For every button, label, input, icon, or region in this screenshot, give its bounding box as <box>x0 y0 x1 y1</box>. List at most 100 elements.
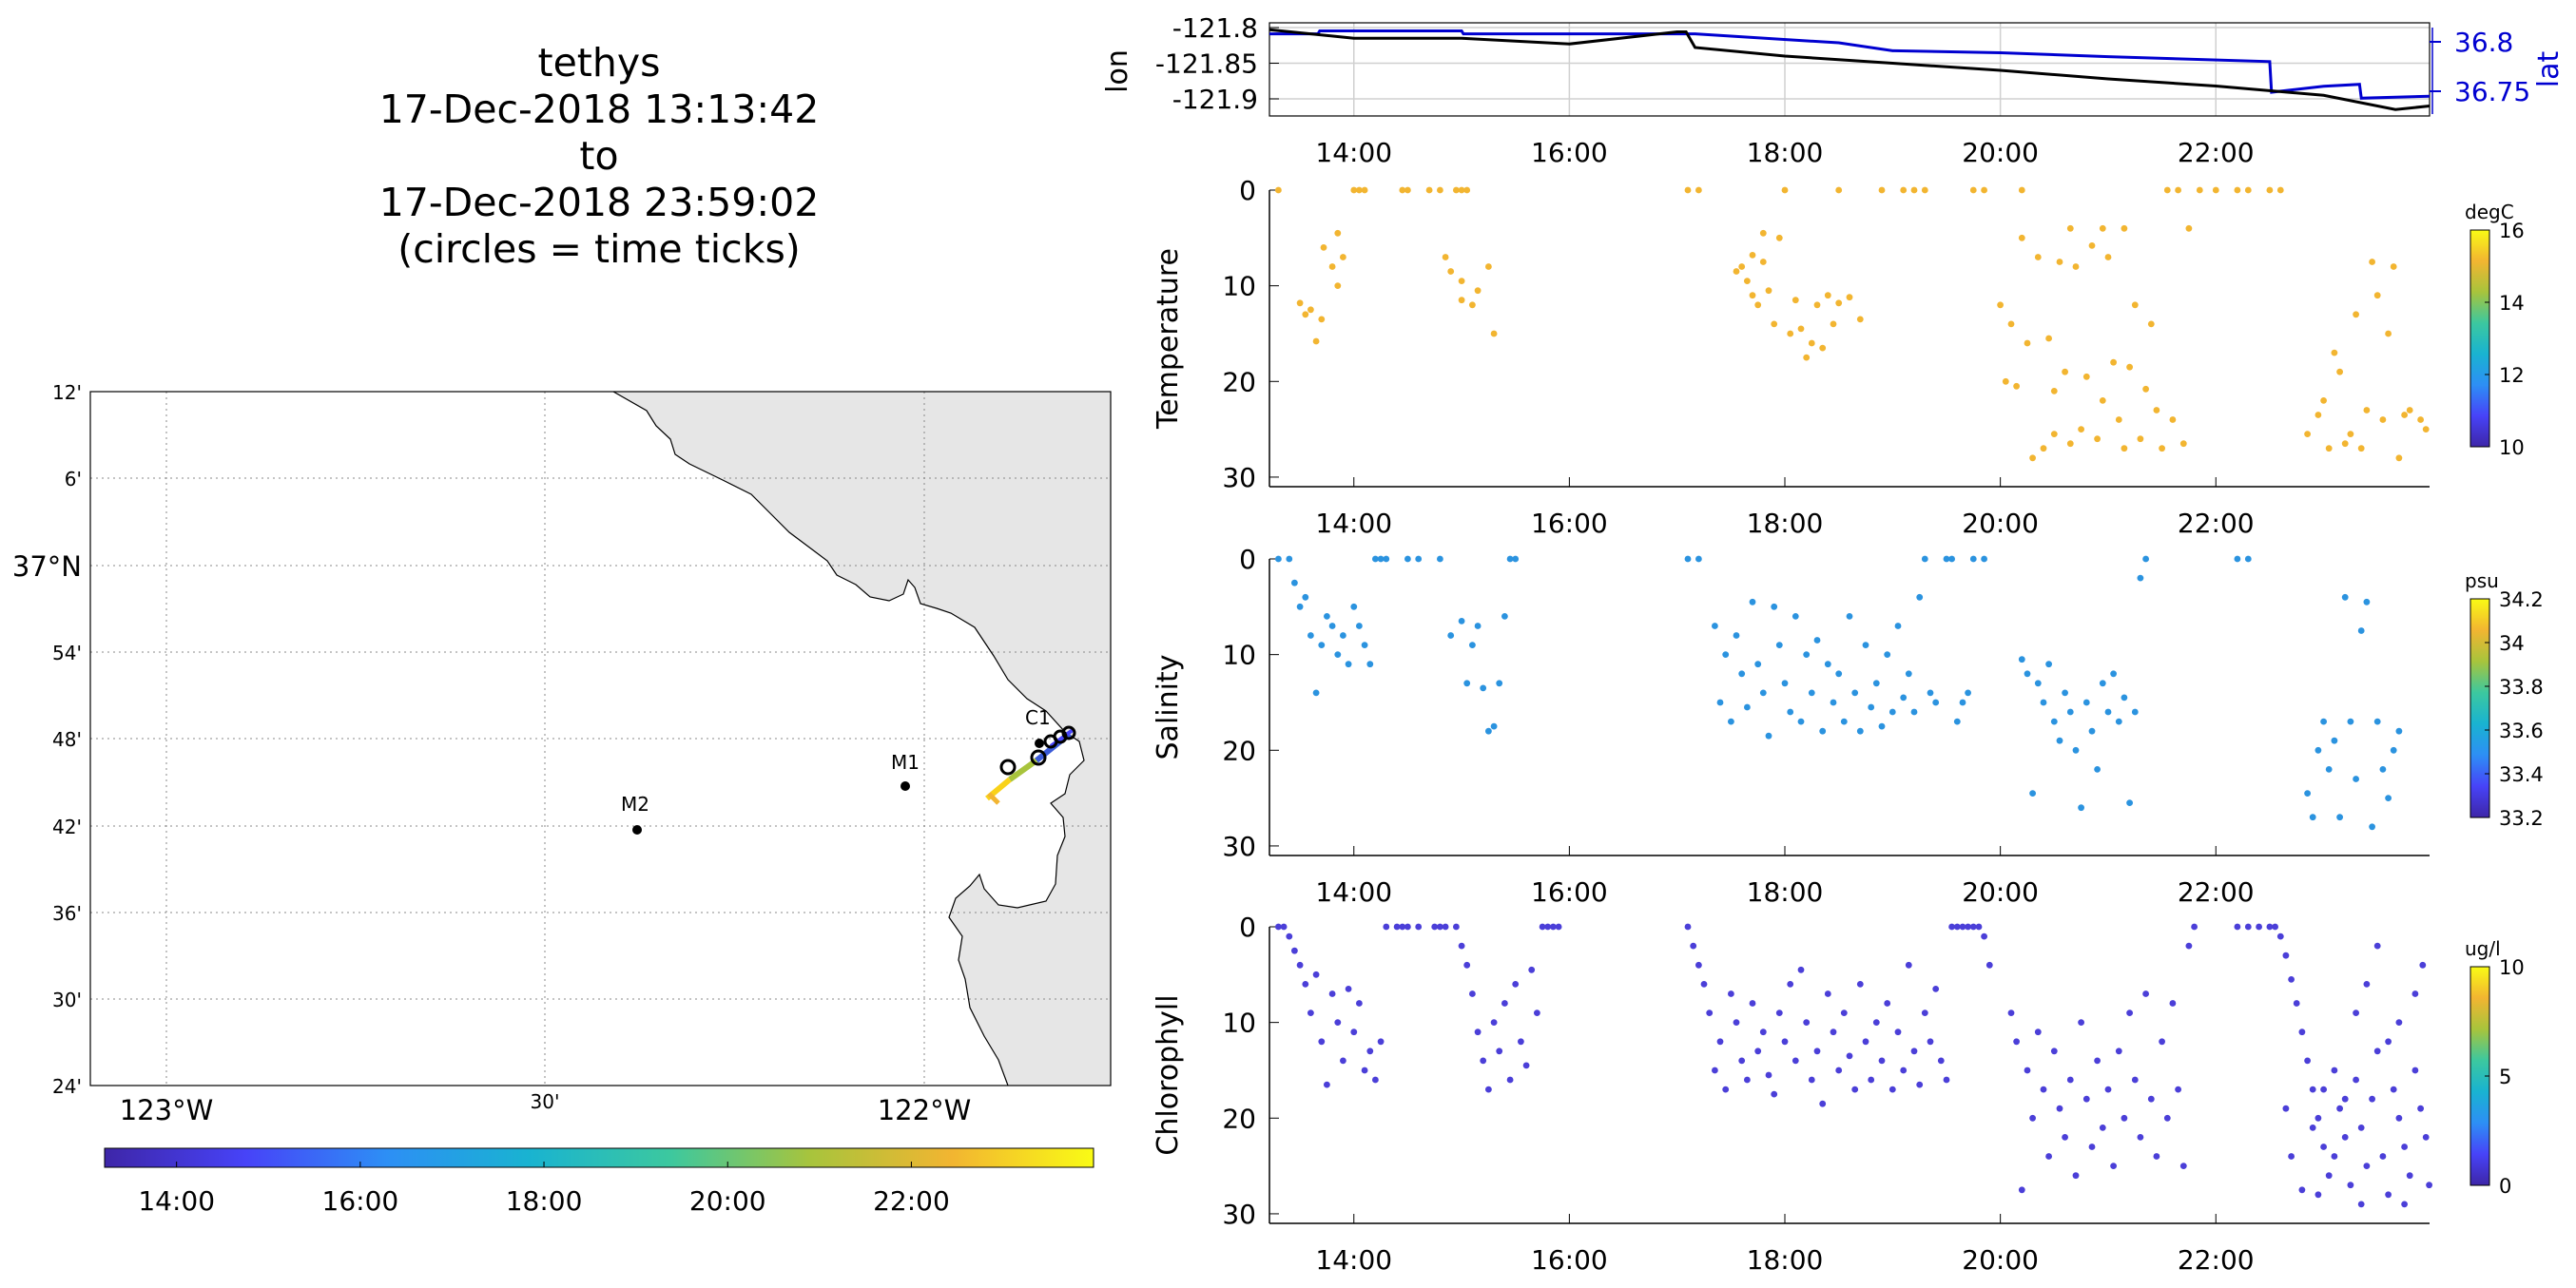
chlorophyll-data-point <box>2357 1201 2365 1208</box>
salinity-chart: 0 10 20 30 14:00 16:00 18:00 20:00 22:00 Salinity… <box>1152 544 2544 908</box>
y-tick-label: 20 <box>1222 366 1256 397</box>
lon-tick-label: -121.8 <box>1172 12 1258 44</box>
chlorophyll-data-point <box>1969 923 1977 931</box>
temperature-data-point <box>2179 440 2187 448</box>
temperature-data-point <box>1835 186 1843 194</box>
temperature-data-point <box>2406 407 2413 413</box>
salinity-data-point <box>1275 555 1282 563</box>
salinity-data-point <box>1312 689 1320 697</box>
lat-tick-label: 36.75 <box>2454 76 2530 107</box>
temperature-data-point <box>2034 254 2042 260</box>
chlorophyll-data-point <box>1716 1038 1724 1046</box>
temperature-data-point <box>1463 186 1471 194</box>
chlorophyll-data-point <box>1872 1019 1880 1026</box>
temperature-data-point <box>1856 316 1864 323</box>
chlorophyll-data-point <box>1862 1038 1869 1046</box>
temperature-data-point <box>1425 186 1433 194</box>
temperature-data-point <box>1469 301 1476 309</box>
chlorophyll-data-point <box>1738 1057 1746 1065</box>
salinity-data-point <box>1819 727 1827 735</box>
chlorophyll-data-point <box>1458 942 1465 950</box>
chlorophyll-data-point <box>1981 932 1988 940</box>
chlorophyll-data-point <box>1318 1038 1326 1046</box>
salinity-data-point <box>2024 670 2031 678</box>
salinity-data-point <box>1383 555 1390 563</box>
chlorophyll-data-point <box>1550 923 1557 931</box>
salinity-data-point <box>1712 623 1718 629</box>
temperature-data-point <box>2024 339 2031 347</box>
salinity-data-point <box>1324 613 1330 620</box>
chlorophyll-data-point <box>2293 1000 2300 1007</box>
chlorophyll-data-point <box>2395 1019 2403 1026</box>
salinity-data-point <box>1334 651 1342 658</box>
temperature-data-point <box>1340 254 1346 260</box>
lon-tick-label: -121.9 <box>1172 84 1258 115</box>
time-colorbar-tick-label: 22:00 <box>873 1185 950 1217</box>
x-tick-label: 14:00 <box>1315 1244 1392 1276</box>
title-line-start: 17-Dec-2018 13:13:42 <box>378 87 820 132</box>
chlorophyll-data-point <box>1291 947 1298 954</box>
salinity-data-point <box>1943 555 1950 563</box>
chlorophyll-data-point <box>1366 1048 1374 1055</box>
temperature-data-point <box>1754 301 1762 309</box>
temperature-axis-label: Temperature <box>1152 248 1185 430</box>
salinity-data-point <box>1356 623 1363 629</box>
temperature-data-point <box>2379 416 2387 423</box>
y-tick-label: 10 <box>1222 640 1256 671</box>
chlorophyll-data-point <box>2040 1086 2047 1093</box>
chlorophyll-data-point <box>1534 1009 1540 1016</box>
temperature-data-point <box>2417 416 2425 423</box>
salinity-data-point <box>2131 708 2139 716</box>
chlorophyll-data-point <box>1808 1076 1815 1084</box>
chlorophyll-data-point <box>2309 1086 2316 1093</box>
title-line-to: to <box>579 133 619 179</box>
salinity-data-point <box>1286 555 1293 563</box>
salinity-data-point <box>1824 661 1831 668</box>
salinity-data-point <box>1932 699 1940 706</box>
temperature-data-point <box>2072 263 2080 270</box>
chlorophyll-data-point <box>1927 1038 1934 1046</box>
temperature-data-point <box>1797 325 1805 333</box>
temperature-data-point <box>1356 186 1363 194</box>
salinity-data-point <box>2104 708 2112 716</box>
chlorophyll-data-point <box>2272 923 2279 931</box>
temperature-data-point <box>2007 320 2015 328</box>
salinity-data-point <box>1781 680 1789 687</box>
chlorophyll-data-point <box>2159 1038 2166 1046</box>
chlorophyll-data-point <box>1469 990 1476 997</box>
salinity-data-point <box>1695 555 1702 563</box>
salinity-data-point <box>2347 718 2354 725</box>
temperature-data-point <box>2121 224 2128 232</box>
chlorophyll-data-point <box>2137 1134 2144 1141</box>
temperature-data-point <box>2369 259 2376 265</box>
salinity-data-point <box>1345 661 1352 668</box>
temperature-data-point <box>1474 287 1482 295</box>
chlorophyll-data-point <box>2373 1048 2381 1055</box>
temperature-data-point <box>2131 301 2139 309</box>
y-tick-label: 20 <box>1222 1103 1256 1134</box>
salinity-data-point <box>2121 694 2128 702</box>
lat-tick-label: 36.8 <box>2454 27 2513 58</box>
station-m2-dot <box>632 825 642 835</box>
title-line-end: 17-Dec-2018 23:59:02 <box>378 180 820 225</box>
chlorophyll-data-point <box>1404 923 1411 931</box>
chlorophyll-data-point <box>1868 1076 1875 1084</box>
chlorophyll-data-point <box>1437 923 1443 931</box>
temperature-data-point <box>1361 186 1368 194</box>
colorbar-tick-label: 14 <box>2499 292 2525 315</box>
salinity-data-point <box>1868 703 1875 711</box>
title-line-note: (circles = time ticks) <box>397 226 801 272</box>
chlorophyll-data-point <box>2353 1076 2360 1084</box>
temperature-data-point <box>2050 431 2058 437</box>
salinity-data-point <box>1765 732 1772 740</box>
salinity-data-point <box>1894 623 1902 629</box>
temperature-data-point <box>1312 337 1320 345</box>
chlorophyll-data-point <box>1851 1086 1859 1093</box>
temperature-colorbar <box>2469 229 2490 448</box>
chlorophyll-data-point <box>2072 1172 2080 1180</box>
chlorophyll-data-point <box>1803 1019 1811 1026</box>
temperature-data-point <box>2353 311 2360 318</box>
time-colorbar-tick-label: 18:00 <box>506 1185 583 1217</box>
salinity-data-point <box>1771 603 1778 610</box>
temperature-data-point <box>1490 330 1498 337</box>
